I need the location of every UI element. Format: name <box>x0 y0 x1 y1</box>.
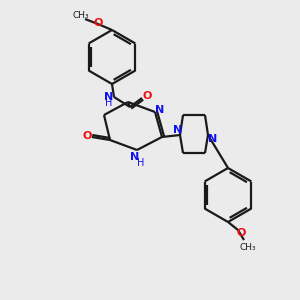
Text: N: N <box>104 92 114 102</box>
Text: N: N <box>208 134 217 144</box>
Text: O: O <box>142 91 152 101</box>
Text: CH₃: CH₃ <box>73 11 89 20</box>
Text: O: O <box>93 18 103 28</box>
Text: N: N <box>173 125 183 135</box>
Text: H: H <box>105 98 113 108</box>
Text: O: O <box>82 131 92 141</box>
Text: N: N <box>155 105 165 115</box>
Text: H: H <box>137 158 145 168</box>
Text: CH₃: CH₃ <box>240 242 256 251</box>
Text: O: O <box>236 228 246 238</box>
Text: N: N <box>130 152 140 162</box>
